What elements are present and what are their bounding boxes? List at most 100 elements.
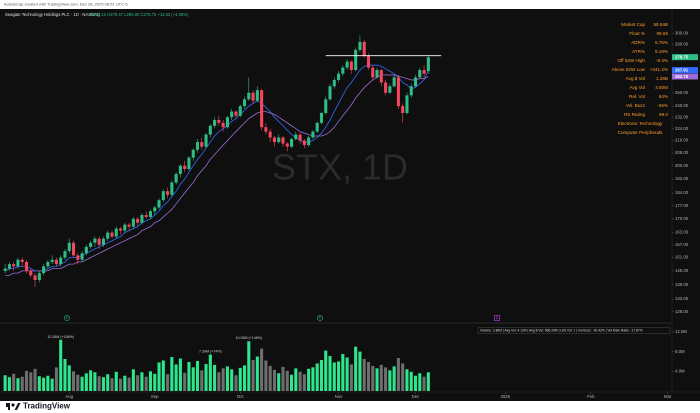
y-tick-label: 224.00 bbox=[675, 126, 689, 131]
y-tick-label: 133.00 bbox=[675, 296, 689, 301]
candle-body bbox=[255, 90, 259, 101]
volume-bar bbox=[242, 365, 247, 391]
info-value: 99.65 bbox=[657, 31, 669, 36]
candle-body bbox=[131, 218, 135, 227]
info-label: Avg Vol bbox=[630, 85, 646, 90]
candle-body bbox=[84, 246, 88, 254]
info-label: RS Rating bbox=[624, 112, 645, 117]
volume-bar bbox=[285, 370, 289, 391]
volume-bar bbox=[379, 364, 383, 391]
candle-body bbox=[178, 165, 182, 174]
volume-bar bbox=[200, 370, 204, 391]
candle-body bbox=[80, 253, 84, 260]
candle-body bbox=[234, 111, 238, 116]
chart-background bbox=[0, 9, 700, 401]
volume-bar bbox=[174, 364, 178, 391]
candle-body bbox=[59, 257, 63, 265]
candle-body bbox=[200, 142, 204, 147]
candle-body bbox=[392, 77, 396, 87]
volume-bar bbox=[67, 365, 71, 391]
volume-bar bbox=[161, 360, 165, 391]
candle-body bbox=[345, 61, 349, 68]
volume-bar bbox=[247, 341, 251, 391]
y-tick-label: 290.00 bbox=[675, 41, 689, 46]
volume-bar bbox=[328, 356, 332, 391]
volume-bar bbox=[24, 370, 29, 391]
y-tick-label: 145.00 bbox=[675, 268, 689, 273]
price-tag bbox=[672, 67, 698, 74]
volume-bar bbox=[123, 375, 127, 391]
volume-bar bbox=[50, 378, 54, 391]
volume-bar bbox=[362, 359, 366, 391]
y-tick-label: 250.00 bbox=[675, 90, 689, 95]
candle-body bbox=[225, 117, 229, 128]
candle-body bbox=[307, 137, 311, 146]
volume-bar bbox=[119, 378, 123, 391]
candle-body bbox=[332, 79, 336, 87]
info-label: Off 52W High bbox=[618, 58, 646, 63]
y-tick-label: 240.00 bbox=[675, 103, 689, 108]
candle-body bbox=[247, 92, 251, 100]
volume-bar bbox=[157, 362, 161, 391]
candle-body bbox=[422, 70, 426, 74]
info-label: Avg $ Vol bbox=[626, 76, 645, 81]
candle-body bbox=[110, 232, 114, 237]
candle-body bbox=[161, 191, 165, 201]
candle-body bbox=[114, 228, 118, 237]
candle-body bbox=[153, 207, 157, 212]
volume-tick-label: 12.0M bbox=[675, 329, 687, 334]
volume-bar bbox=[208, 354, 212, 391]
volume-bar bbox=[384, 367, 388, 391]
candle-body bbox=[396, 77, 400, 107]
info-value: 5.19% bbox=[655, 49, 668, 54]
candle-body bbox=[208, 125, 212, 135]
candle-body bbox=[29, 270, 33, 276]
candle-body bbox=[106, 232, 110, 239]
watermark: STX, 1D bbox=[272, 147, 408, 188]
volume-bar bbox=[281, 366, 285, 391]
logo-part bbox=[11, 403, 15, 407]
x-tick-label: 2026 bbox=[501, 394, 511, 399]
candle-body bbox=[67, 242, 71, 252]
candle-body bbox=[42, 266, 46, 274]
y-tick-label: 177.00 bbox=[675, 203, 689, 208]
y-tick-label: 200.00 bbox=[675, 163, 689, 168]
brand-logo bbox=[6, 403, 21, 410]
volume-bar bbox=[76, 374, 80, 391]
event-label: E bbox=[319, 316, 322, 320]
price-tag-label: 267.91 bbox=[675, 67, 689, 72]
volume-bar bbox=[7, 377, 11, 391]
y-tick-label: 170.00 bbox=[675, 216, 689, 221]
price-tag-label: 278.75 bbox=[675, 54, 689, 59]
candle-body bbox=[277, 137, 281, 143]
volume-info: Volume: 2.86M | Avg Vol: 4.12M | Avg $ V… bbox=[480, 329, 643, 333]
candle-body bbox=[191, 149, 195, 158]
candle-body bbox=[54, 259, 58, 265]
volume-bar bbox=[144, 376, 148, 391]
candle-body bbox=[46, 261, 50, 267]
volume-bar bbox=[71, 371, 76, 391]
brand: TradingView bbox=[23, 402, 71, 411]
logo-part bbox=[14, 403, 21, 410]
price-tag-label: 262.75 bbox=[675, 74, 689, 79]
volume-bar bbox=[29, 372, 33, 391]
candle-body bbox=[7, 264, 11, 269]
y-tick-label: 163.00 bbox=[675, 230, 689, 235]
candle-body bbox=[3, 268, 7, 271]
volume-bar bbox=[302, 374, 306, 391]
ohlc-text: O267.12 H279.47 L265.00 C278.75 +11.63 (… bbox=[90, 12, 189, 17]
volume-bar bbox=[315, 363, 319, 391]
volume-annotation: 10.38M (+158%) bbox=[47, 335, 74, 339]
volume-bar bbox=[422, 376, 426, 391]
candle-body bbox=[213, 120, 217, 126]
candle-body bbox=[409, 86, 413, 96]
candle-body bbox=[324, 99, 328, 113]
candle-body bbox=[362, 41, 366, 56]
volume-bar bbox=[413, 375, 418, 391]
candle-body bbox=[166, 191, 170, 195]
volume-bar bbox=[89, 370, 93, 391]
candle-body bbox=[298, 134, 302, 141]
volume-bar bbox=[114, 371, 118, 391]
volume-bar bbox=[221, 368, 225, 391]
y-tick-label: 300.00 bbox=[675, 30, 689, 35]
